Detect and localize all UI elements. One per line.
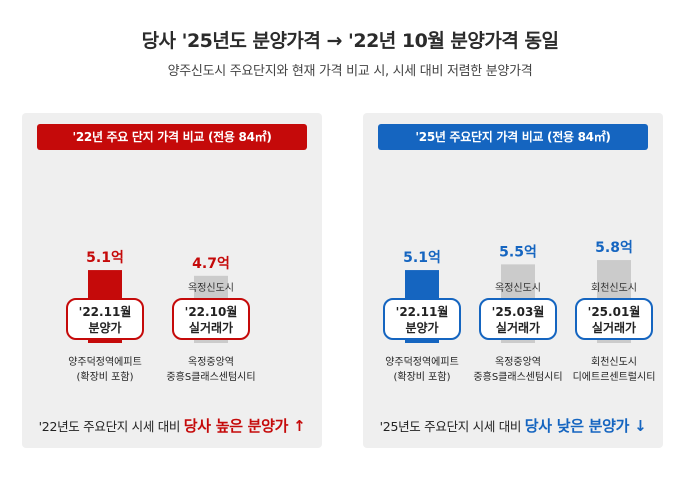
- chart-title-2025: '25년 주요단지 가격 비교 (전용 84㎡): [378, 124, 648, 150]
- category-name: 옥정중앙역: [495, 356, 541, 368]
- conclusion-prefix: '22년도 주요단지 시세 대비: [38, 419, 184, 434]
- period-box-date: '22.11월: [396, 304, 449, 319]
- bar-value-label: 5.8억: [595, 240, 633, 256]
- period-box: [479, 298, 557, 340]
- conclusion-prefix: '25년도 주요단지 시세 대비: [379, 419, 525, 434]
- period-box-type: 실거래가: [592, 320, 636, 335]
- period-box-type: 실거래가: [189, 320, 233, 335]
- bar-value-label: 4.7억: [192, 256, 230, 272]
- period-box: [575, 298, 653, 340]
- category-name: 양주덕정역에피트: [68, 356, 142, 368]
- period-box-date: '25.01월: [588, 304, 641, 319]
- period-box-type: 분양가: [88, 320, 121, 335]
- period-box-type: 분양가: [405, 320, 438, 335]
- conclusion-note-2025: '25년도 주요단지 시세 대비 당사 낮은 분양가 ↓: [363, 415, 663, 436]
- category-name: 회천신도시: [591, 356, 637, 368]
- category-name: 옥정중앙역: [188, 356, 234, 368]
- chart-title-2022: '22년 주요 단지 가격 비교 (전용 84㎡): [37, 124, 307, 150]
- chart-panel-2022: '22년 주요 단지 가격 비교 (전용 84㎡) 5.1억 '22.11월 분양가…: [22, 113, 322, 448]
- category-subname: (확장비 포함): [394, 371, 451, 383]
- period-box-date: '22.10월: [185, 304, 238, 319]
- region-label: 옥정신도시: [188, 282, 234, 294]
- period-box-date: '25.03월: [492, 304, 545, 319]
- period-box-type: 실거래가: [496, 320, 540, 335]
- category-subname: (확장비 포함): [77, 371, 134, 383]
- region-label: 회천신도시: [591, 282, 637, 294]
- period-box-date: '22.11월: [79, 304, 132, 319]
- conclusion-emphasis: 당사 낮은 분양가 ↓: [524, 417, 647, 435]
- period-box: [172, 298, 250, 340]
- bar-value-label: 5.1억: [403, 250, 441, 266]
- region-label: 옥정신도시: [495, 282, 541, 294]
- conclusion-emphasis: 당사 높은 분양가 ↑: [183, 417, 306, 435]
- period-box: [383, 298, 461, 340]
- conclusion-note-2022: '22년도 주요단지 시세 대비 당사 높은 분양가 ↑: [22, 415, 322, 436]
- period-box: [66, 298, 144, 340]
- category-subname: 디에트르센트럴시티: [573, 370, 656, 383]
- category-subname: 중흥S클래스센텀시티: [166, 370, 255, 383]
- page-subtitle: 양주신도시 주요단지와 현재 가격 비교 시, 시세 대비 저렴한 분양가격: [167, 64, 533, 79]
- category-name: 양주덕정역에피트: [385, 356, 459, 368]
- bar-value-label: 5.1억: [86, 250, 124, 266]
- page-title: 당사 '25년도 분양가격 → '22년 10월 분양가격 동일: [141, 30, 559, 52]
- bar-value-label: 5.5억: [499, 244, 537, 260]
- category-subname: 중흥S클래스센텀시티: [473, 370, 562, 383]
